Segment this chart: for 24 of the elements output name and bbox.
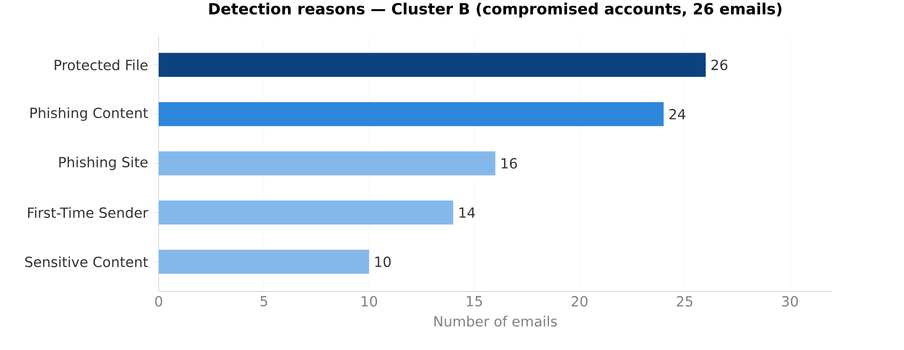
x-tick-label: 5 xyxy=(260,296,268,306)
bar xyxy=(158,52,706,77)
x-tick-label: 15 xyxy=(466,296,482,306)
x-tick-label: 0 xyxy=(155,296,162,307)
data-label: 14 xyxy=(459,207,475,218)
bar xyxy=(158,151,496,176)
data-label: 10 xyxy=(375,256,391,268)
x-tick-label: 10 xyxy=(362,296,378,307)
x-tick-label: 20 xyxy=(572,296,588,307)
bar xyxy=(158,102,664,126)
x-tick-label: 30 xyxy=(782,296,798,307)
data-label: 26 xyxy=(711,60,728,70)
x-tick-label: 25 xyxy=(676,296,692,307)
y-tick-label: Phishing Content xyxy=(30,107,148,121)
y-tick-label: First-Time Sender xyxy=(28,207,148,218)
y-tick-label: Protected File xyxy=(54,59,148,70)
chart-title: Detection reasons — Cluster B (compromised accounts, 26 emails) xyxy=(209,2,782,18)
x-axis-title: Number of emails xyxy=(434,316,557,327)
data-label: 16 xyxy=(502,158,517,169)
data-label: 24 xyxy=(669,108,686,120)
y-tick-label: Sensitive Content xyxy=(25,256,148,268)
bar xyxy=(158,200,454,225)
y-tick-label: Phishing Site xyxy=(59,156,148,170)
bar xyxy=(158,250,370,274)
